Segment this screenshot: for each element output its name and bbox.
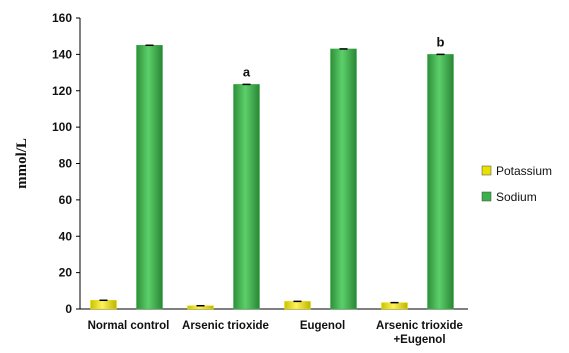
y-tick-label: 160 [52, 11, 72, 25]
y-tick-label: 40 [59, 229, 73, 243]
x-tick-label: +Eugenol [393, 334, 445, 346]
y-tick-label: 60 [59, 193, 73, 207]
y-tick-label: 20 [59, 266, 73, 280]
bar-sodium-1 [136, 45, 163, 310]
significance-label: b [437, 34, 445, 49]
bar-potassium-4 [381, 302, 408, 310]
x-tick-label: Arsenic trioxide [182, 320, 269, 332]
y-tick-label: 100 [52, 120, 72, 134]
legend-swatch-sodium [481, 191, 492, 202]
bar-potassium-3 [284, 301, 311, 310]
x-tick-label: Arsenic trioxide [376, 320, 463, 332]
x-tick-label: Normal control [88, 320, 170, 332]
y-tick-label: 140 [52, 47, 72, 61]
bars [90, 44, 454, 310]
axes: 0 20 40 60 80 100 120 140 160 [52, 11, 468, 316]
y-tick-label: 120 [52, 84, 72, 98]
bar-sodium-4 [427, 54, 454, 310]
labels: mmol/L Normal control Arsenic trioxide Euge… [14, 34, 463, 346]
y-axis-label: mmol/L [14, 138, 30, 189]
legend-label-sodium: Sodium [496, 190, 537, 204]
bar-sodium-3 [330, 48, 357, 310]
legend-swatch-potassium [481, 165, 492, 176]
y-tick-label: 0 [65, 302, 72, 316]
bar-potassium-1 [90, 300, 117, 310]
bar-sodium-2 [233, 84, 260, 310]
legend: Potassium Sodium [481, 164, 552, 204]
y-tick-label: 80 [59, 157, 73, 171]
significance-label: a [243, 64, 251, 79]
legend-label-potassium: Potassium [496, 164, 552, 178]
x-tick-label: Eugenol [300, 320, 345, 332]
